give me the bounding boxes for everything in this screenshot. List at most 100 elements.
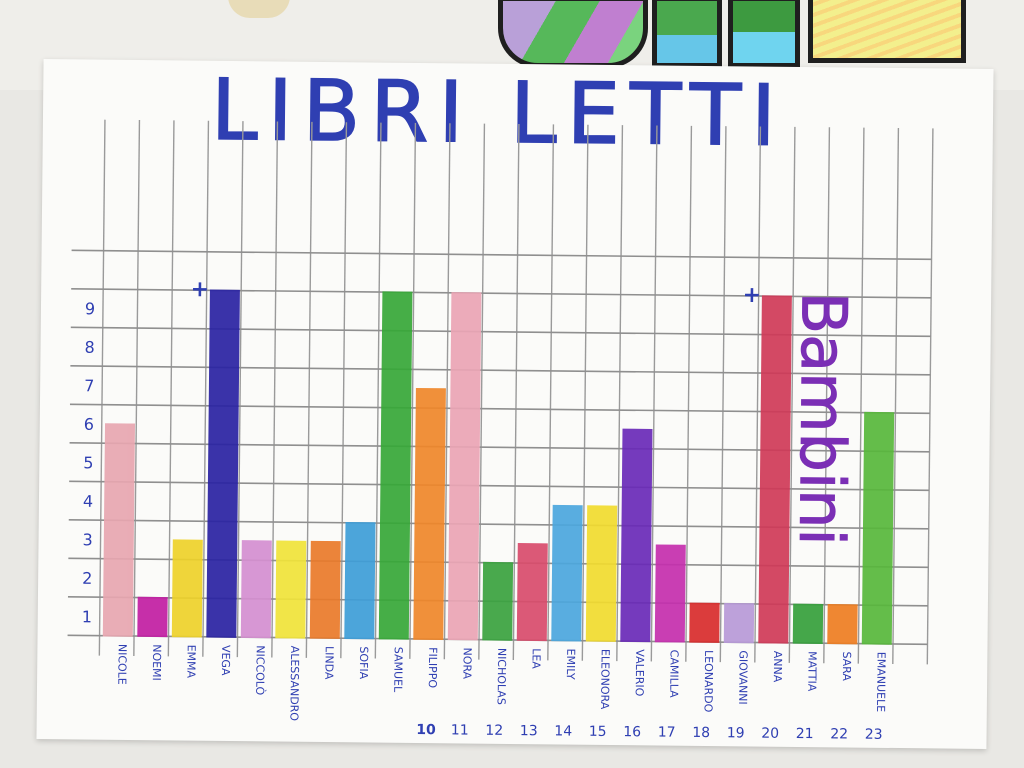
- category-number: 23: [865, 727, 883, 743]
- y-tick-label: 7: [84, 376, 94, 395]
- bar: [344, 521, 376, 640]
- bar: [206, 289, 240, 638]
- grid-line: [305, 121, 313, 658]
- category-number: 13: [520, 723, 538, 739]
- grid-line: [374, 122, 382, 659]
- bar: [861, 411, 895, 645]
- y-axis-label: Bambini: [785, 291, 862, 547]
- category-number: 11: [451, 722, 469, 738]
- grid-line: [202, 120, 210, 657]
- grid-line: [443, 123, 451, 660]
- category-label: EMMA: [184, 645, 197, 679]
- category-label: MATTIA: [805, 651, 818, 692]
- grid-line: [754, 126, 762, 663]
- y-tick-label: 4: [83, 492, 93, 511]
- grid-line: [167, 120, 175, 657]
- y-tick-label: 6: [84, 415, 94, 434]
- grid-line: [926, 128, 934, 665]
- grid-line: [71, 249, 932, 261]
- grid-line: [685, 125, 693, 662]
- category-label: FILIPPO: [426, 647, 439, 688]
- paper-sheet: LIBRI LETTI 1 2 3 4 5 6 7 8 9 + + NICOLE NOEMI EMMA VE…: [36, 59, 994, 749]
- bar: [102, 423, 136, 637]
- category-label: SOFIA: [357, 646, 370, 679]
- bar: [171, 539, 203, 638]
- bar: [758, 295, 792, 644]
- grid-line: [823, 127, 831, 664]
- bar: [827, 604, 858, 645]
- category-label: LINDA: [322, 646, 335, 680]
- grid-line: [409, 122, 417, 659]
- category-label: VEGA: [219, 645, 232, 676]
- bar: [137, 596, 168, 638]
- y-tick-label: 5: [83, 453, 93, 472]
- grid-line: [719, 126, 727, 663]
- category-number: 12: [485, 723, 503, 739]
- grid-line: [340, 122, 348, 659]
- y-tick-label: 2: [82, 569, 92, 588]
- category-label: CAMILLA: [667, 650, 681, 699]
- bar: [620, 428, 653, 643]
- grid-line: [857, 127, 865, 664]
- category-label: EMANUELE: [874, 652, 888, 712]
- category-label: SAMUEL: [391, 647, 404, 693]
- bar: [516, 543, 548, 642]
- category-number: 19: [727, 725, 745, 741]
- category-number: 15: [589, 724, 607, 740]
- tape: [228, 0, 290, 18]
- category-label: NICOLE: [115, 644, 128, 685]
- y-tick-label: 1: [82, 607, 92, 626]
- category-label: NOEMI: [150, 644, 163, 681]
- decoration-shape: [498, 0, 648, 68]
- category-label: ANNA: [771, 651, 784, 683]
- category-label: VALERIO: [633, 649, 646, 696]
- category-label: ALESSANDRO: [287, 646, 301, 722]
- bar: [723, 602, 755, 644]
- decoration-shape: [808, 0, 966, 63]
- grid-line: [133, 120, 141, 657]
- category-number: 22: [830, 726, 848, 742]
- bar: [413, 387, 446, 641]
- category-label: SARA: [840, 651, 853, 681]
- grid-line: [650, 125, 658, 662]
- category-label: LEONARDO: [702, 650, 716, 713]
- category-label: GIOVANNI: [736, 650, 750, 704]
- category-label: LEA: [529, 648, 542, 669]
- bar: [482, 561, 514, 641]
- grid-line: [98, 119, 106, 656]
- category-label: NORA: [460, 647, 473, 679]
- category-number: 16: [623, 724, 641, 740]
- category-label: NICHOLAS: [495, 648, 509, 705]
- category-number: 14: [554, 723, 572, 739]
- decoration-shape: [652, 0, 722, 68]
- bar: [240, 540, 272, 639]
- grid-line: [581, 124, 589, 661]
- bar: [275, 540, 307, 639]
- grid-line: [616, 125, 624, 662]
- bar: [309, 540, 341, 639]
- category-number: 17: [658, 725, 676, 741]
- grid-line: [478, 123, 486, 660]
- y-tick-label: 9: [85, 299, 95, 318]
- category-label: ELEONORA: [598, 649, 612, 710]
- category-number: 18: [692, 725, 710, 741]
- bar: [689, 602, 720, 643]
- plus-mark: +: [191, 277, 210, 302]
- category-number: 20: [761, 726, 779, 742]
- category-label: EMILY: [564, 649, 577, 680]
- category-number: 21: [796, 726, 814, 742]
- grid-line: [547, 124, 555, 661]
- grid-line: [788, 126, 796, 663]
- bar: [792, 603, 824, 644]
- category-label: NICCOLÒ: [253, 645, 267, 695]
- plus-mark: +: [743, 283, 762, 308]
- grid-line: [236, 121, 244, 658]
- bar: [654, 544, 686, 643]
- y-tick-label: 8: [84, 338, 94, 357]
- bar: [447, 292, 482, 641]
- bar: [585, 505, 618, 642]
- decoration-shape: [728, 0, 800, 68]
- y-tick-label: 3: [82, 530, 92, 549]
- grid-line: [892, 127, 900, 664]
